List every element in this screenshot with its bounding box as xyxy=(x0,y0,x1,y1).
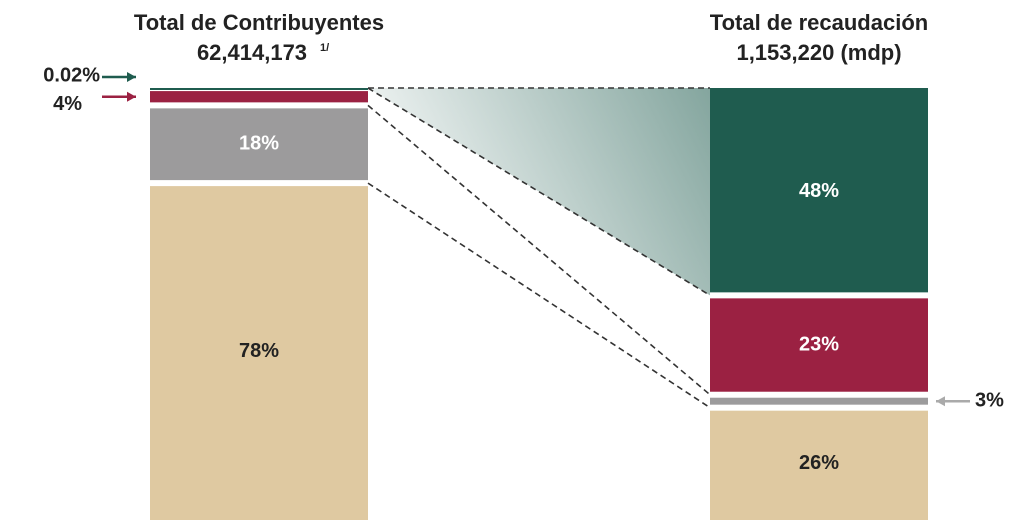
value-label: 26% xyxy=(799,452,839,474)
value-label: 23% xyxy=(799,333,839,355)
category-total: 1,153,220 (mdp) xyxy=(736,40,901,65)
value-label: 4% xyxy=(53,93,82,115)
value-label: 0.02% xyxy=(43,64,100,86)
value-label: 48% xyxy=(799,180,839,202)
bar-segment xyxy=(710,298,928,392)
connector-line xyxy=(367,182,711,409)
value-label: 3% xyxy=(975,389,1004,411)
footnote-mark: 1/ xyxy=(320,42,329,54)
bar-segment xyxy=(710,397,928,405)
arrow-head xyxy=(127,91,136,102)
bar-segment xyxy=(710,88,928,293)
category-title: Total de Contribuyentes xyxy=(134,10,384,35)
category-title: Total de recaudación xyxy=(710,10,928,35)
category-total: 62,414,173 xyxy=(197,40,307,65)
bar-segment xyxy=(150,186,368,520)
arrow-head xyxy=(936,396,945,407)
arrow-head xyxy=(127,72,136,83)
bar-segment xyxy=(710,410,928,520)
value-label: 78% xyxy=(239,340,279,362)
value-label: 18% xyxy=(239,133,279,155)
connector-line xyxy=(367,104,711,396)
connector-line xyxy=(367,87,711,297)
bar-segment xyxy=(150,91,368,103)
connector-shade xyxy=(368,88,710,296)
bar-segment xyxy=(150,108,368,181)
bar-segment xyxy=(150,88,368,90)
